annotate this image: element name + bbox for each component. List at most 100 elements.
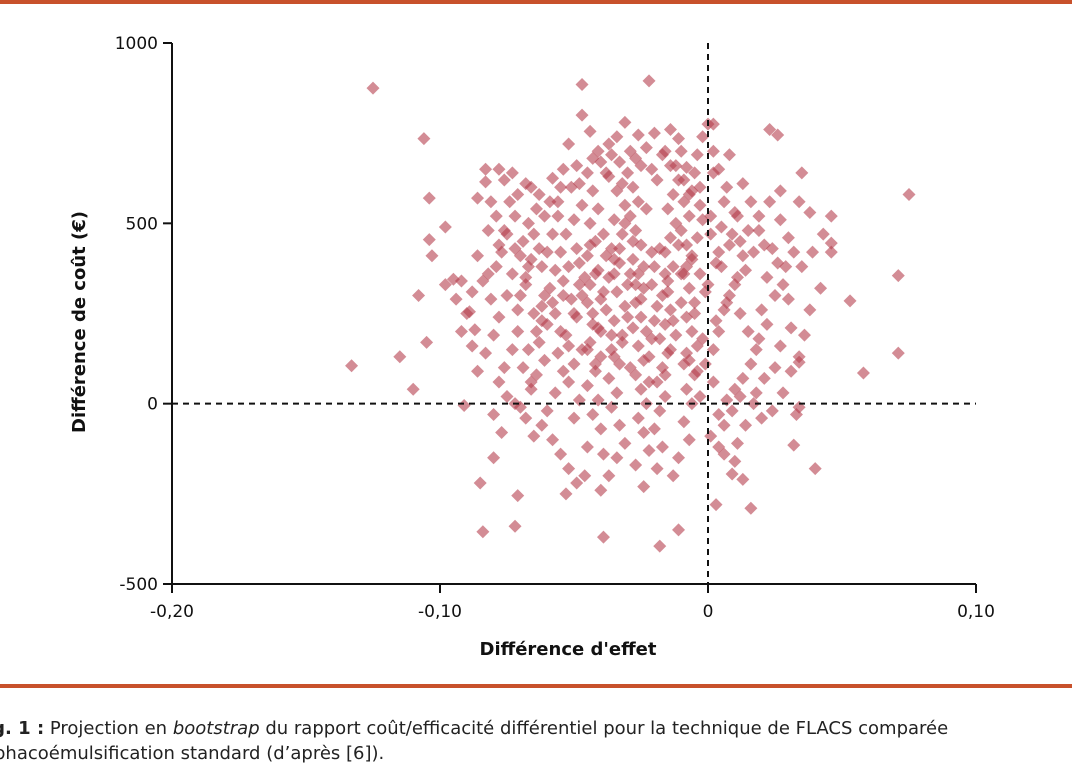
data-point: [902, 187, 916, 201]
data-point: [567, 411, 581, 425]
data-point: [580, 440, 594, 454]
data-point: [602, 137, 616, 151]
data-point: [572, 177, 586, 191]
data-point: [529, 325, 543, 339]
data-point: [489, 260, 503, 274]
data-point: [645, 162, 659, 176]
data-point: [345, 359, 359, 373]
data-point: [688, 368, 702, 382]
data-point: [618, 198, 632, 212]
data-point: [688, 307, 702, 320]
data-point: [661, 202, 675, 216]
data-point: [527, 307, 541, 320]
data-point: [621, 310, 635, 324]
data-point: [473, 476, 487, 490]
data-point: [749, 386, 763, 400]
data-point: [588, 357, 602, 371]
caption-text-after: du rapport coût/efficacité différentiel …: [259, 718, 949, 739]
data-point: [570, 242, 584, 256]
data-point: [454, 274, 468, 288]
data-point: [891, 346, 905, 360]
data-point: [610, 451, 624, 465]
data-point: [690, 148, 704, 162]
data-point: [704, 227, 718, 241]
data-point: [650, 173, 664, 187]
data-point: [730, 270, 744, 284]
data-point: [658, 267, 672, 281]
data-point: [717, 447, 731, 461]
data-point: [717, 418, 731, 432]
data-point: [548, 263, 562, 277]
data-point: [725, 227, 739, 241]
data-point: [763, 195, 777, 209]
data-point: [508, 209, 522, 223]
scatter-chart: -0,20 -0,10 0 0,10 -500 0 500 1000 Différence d…: [69, 34, 995, 660]
data-point: [787, 245, 801, 259]
data-point: [511, 303, 525, 317]
reference-lines: [172, 43, 976, 584]
data-point: [599, 303, 613, 317]
data-point: [776, 386, 790, 400]
data-point: [535, 418, 549, 432]
data-point: [519, 278, 533, 292]
data-point: [575, 288, 589, 302]
data-point: [575, 77, 589, 91]
data-point: [607, 213, 621, 227]
data-point: [457, 398, 471, 412]
data-point: [575, 198, 589, 212]
data-point: [843, 294, 857, 308]
data-point: [607, 314, 621, 328]
data-point: [578, 469, 592, 483]
data-point: [773, 184, 787, 198]
data-point: [527, 227, 541, 241]
y-tick-label: -500: [119, 575, 158, 595]
data-point: [412, 288, 426, 302]
data-point: [672, 451, 686, 465]
data-point: [752, 209, 766, 223]
data-point: [615, 177, 629, 191]
data-point: [806, 245, 820, 259]
data-point: [615, 328, 629, 342]
data-point: [567, 357, 581, 371]
data-point: [484, 195, 498, 209]
data-point: [497, 361, 511, 375]
data-point: [680, 260, 694, 274]
data-point: [645, 278, 659, 292]
data-point: [495, 426, 509, 440]
data-point: [642, 375, 656, 389]
data-point: [562, 339, 576, 353]
data-point: [438, 220, 452, 234]
data-point: [795, 260, 809, 274]
data-point: [647, 314, 661, 328]
data-point: [535, 260, 549, 274]
data-point: [468, 323, 482, 337]
data-point: [736, 177, 750, 191]
data-point: [682, 209, 696, 223]
data-point: [626, 180, 640, 194]
data-point: [572, 256, 586, 270]
data-point: [760, 317, 774, 331]
data-point: [596, 227, 610, 241]
data-point: [752, 224, 766, 238]
data-point: [422, 191, 436, 205]
data-point: [591, 202, 605, 216]
y-tick-label: 1000: [115, 34, 158, 54]
data-point: [602, 371, 616, 385]
data-point: [449, 292, 463, 306]
data-point: [658, 389, 672, 403]
data-point: [674, 224, 688, 238]
data-point: [712, 325, 726, 339]
data-point: [720, 180, 734, 194]
data-point: [765, 242, 779, 256]
data-point: [744, 501, 758, 515]
data-point: [728, 454, 742, 468]
data-point: [663, 123, 677, 137]
data-point: [634, 310, 648, 324]
x-axis-label: Différence d'effet: [480, 639, 657, 660]
data-point: [634, 382, 648, 396]
data-point: [570, 476, 584, 490]
data-point: [797, 328, 811, 342]
data-point: [722, 148, 736, 162]
data-point: [642, 350, 656, 364]
data-point: [554, 180, 568, 194]
